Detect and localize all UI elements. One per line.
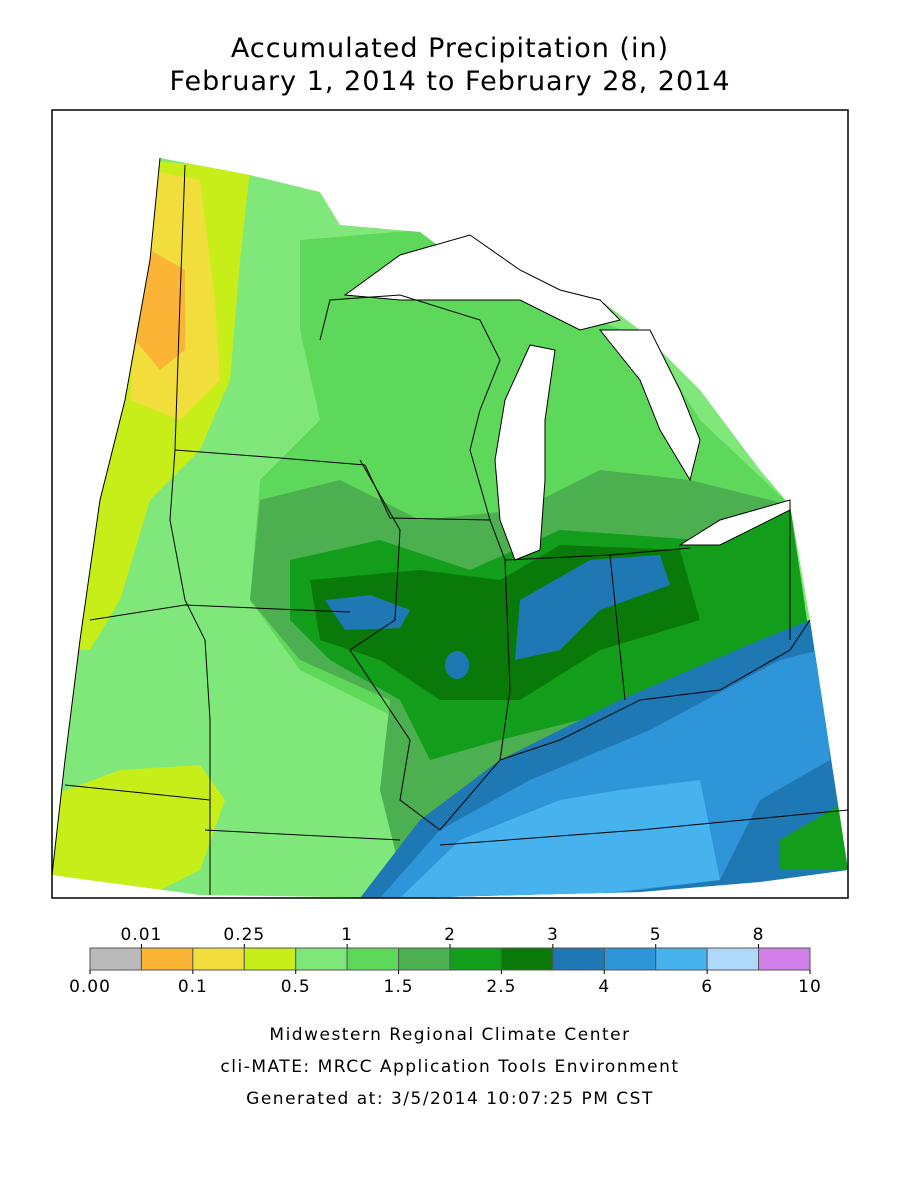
legend-label: 1 bbox=[341, 925, 353, 945]
legend-label: 4 bbox=[598, 977, 610, 997]
lake-superior bbox=[343, 234, 621, 331]
state-borders bbox=[51, 157, 849, 895]
subtitle: February 1, 2014 to February 28, 2014 bbox=[169, 66, 730, 97]
legend-label: 0.00 bbox=[69, 977, 111, 997]
lake-michigan bbox=[494, 344, 556, 561]
legend-label: 1.5 bbox=[384, 977, 414, 997]
border bbox=[349, 459, 811, 831]
legend-label: 5 bbox=[650, 925, 662, 945]
legend-swatch bbox=[89, 947, 142, 971]
legend-swatch bbox=[346, 947, 400, 971]
border bbox=[174, 449, 366, 466]
precip-2.5-3 bbox=[780, 800, 848, 870]
precip-4-5 bbox=[445, 651, 469, 679]
border bbox=[439, 809, 849, 846]
lake-huron bbox=[598, 329, 701, 482]
border bbox=[319, 294, 501, 521]
precip-6-8 bbox=[400, 780, 720, 898]
precip-0.5-1 bbox=[52, 765, 225, 895]
legend-swatch bbox=[500, 947, 554, 971]
title: Accumulated Precipitation (in) bbox=[231, 33, 669, 64]
legend-swatch bbox=[192, 947, 245, 971]
legend-swatch bbox=[706, 947, 760, 971]
legend-label: 0.5 bbox=[281, 977, 311, 997]
border bbox=[89, 604, 351, 621]
legend-label: 2.5 bbox=[486, 977, 516, 997]
legend-label: 6 bbox=[701, 977, 713, 997]
footer-line: Generated at: 3/5/2014 10:07:25 PM CST bbox=[246, 1089, 654, 1109]
precip-4-5 bbox=[515, 555, 670, 660]
legend-label: 0.25 bbox=[223, 925, 265, 945]
lakes bbox=[343, 234, 791, 561]
legend-swatch bbox=[449, 947, 502, 971]
legend-label: 10 bbox=[798, 977, 822, 997]
border bbox=[51, 157, 161, 876]
border bbox=[204, 829, 401, 841]
precip-4-5 bbox=[325, 595, 410, 630]
precip-0.1-0.25 bbox=[135, 250, 185, 370]
legend-swatch bbox=[398, 947, 451, 971]
legend-swatch bbox=[295, 947, 348, 971]
legend-label: 0.01 bbox=[120, 925, 162, 945]
border bbox=[169, 164, 211, 895]
legend-label: 0.1 bbox=[178, 977, 208, 997]
legend-swatch bbox=[603, 947, 657, 971]
legend-swatch bbox=[243, 947, 297, 971]
border bbox=[609, 554, 626, 701]
footer-line: Midwestern Regional Climate Center bbox=[269, 1025, 630, 1045]
legend-swatch bbox=[552, 947, 605, 971]
legend-label: 3 bbox=[547, 925, 559, 945]
border bbox=[504, 547, 691, 561]
border bbox=[364, 464, 511, 761]
legend: 0.00 0.01 0.1 0.25 0.5 1 1.5 2 2.5 3 4 5 6 8 10 bbox=[69, 925, 822, 997]
border bbox=[64, 784, 211, 801]
legend-swatch bbox=[758, 947, 811, 971]
legend-swatch bbox=[655, 947, 708, 971]
legend-label: 2 bbox=[444, 925, 456, 945]
map-frame bbox=[51, 109, 849, 899]
legend-swatch bbox=[140, 947, 194, 971]
footer-line: cli-MATE: MRCC Application Tools Environ… bbox=[220, 1057, 679, 1077]
legend-label: 8 bbox=[753, 925, 765, 945]
